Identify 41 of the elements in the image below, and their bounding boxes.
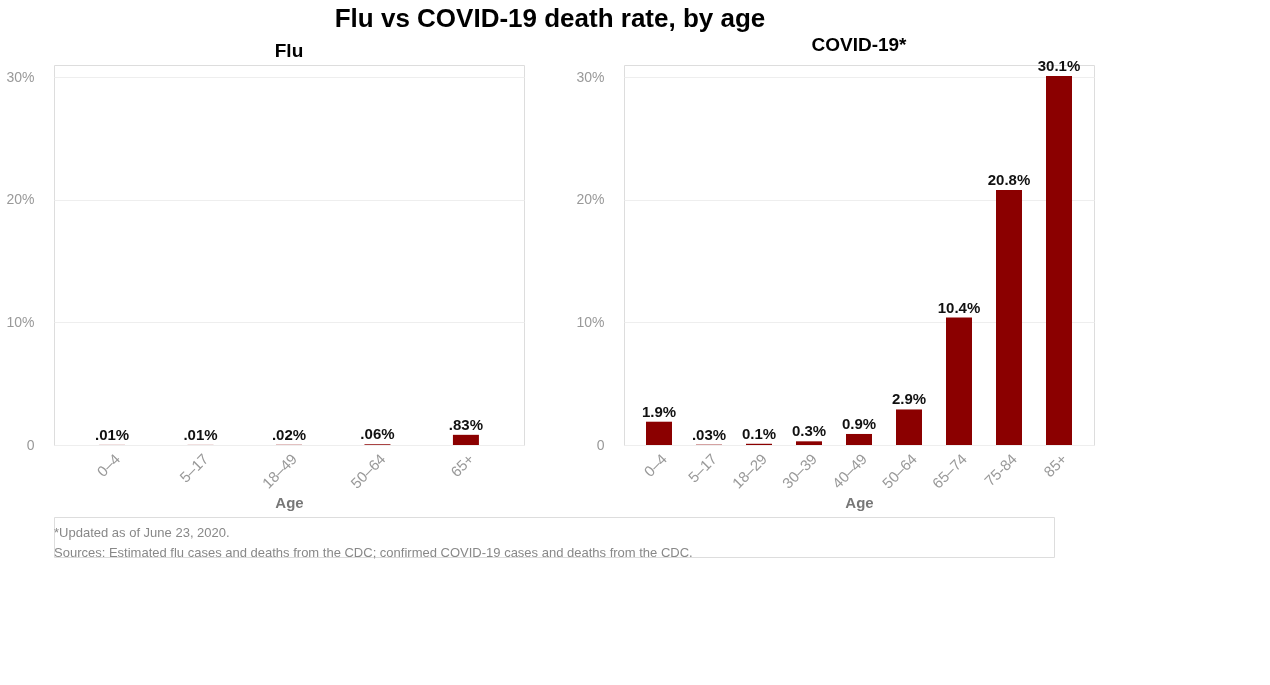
text: 10.4%	[937, 298, 981, 316]
bar	[646, 421, 672, 445]
y-tick-label: 10%	[6, 313, 35, 330]
x-tick-label: 0–4	[93, 450, 124, 480]
bar	[846, 433, 872, 445]
text: 0.1%	[741, 424, 777, 442]
text: .03%	[691, 425, 727, 443]
x-tick-label: 65+	[447, 449, 478, 481]
bar	[996, 190, 1022, 445]
bar	[452, 434, 479, 445]
x-tick-label: 85+	[1040, 449, 1071, 481]
x-axis-title: Age	[275, 493, 304, 511]
chart-subtitle: Flu	[274, 40, 304, 61]
y-tick-label: 20%	[6, 191, 35, 208]
y-tick-label: 20%	[576, 191, 605, 208]
y-tick-label: 30%	[6, 68, 35, 85]
text: 2.9%	[891, 390, 927, 408]
text: .02%	[271, 425, 307, 443]
y-tick-label: 0	[596, 436, 605, 453]
y-tick-label: 10%	[576, 313, 605, 330]
bar	[1046, 76, 1072, 445]
bar	[896, 409, 922, 445]
text: .83%	[448, 415, 484, 433]
y-tick-label: 0	[26, 436, 35, 453]
source-note: Sources: Estimated flu cases and deaths from the CDC; confirmed COVID-19 cases and deaths from the CDC.	[54, 545, 693, 560]
text: .01%	[183, 425, 218, 443]
bar	[796, 441, 822, 445]
x-tick-label: 0–4	[640, 450, 671, 480]
y-tick-label: 30%	[576, 68, 605, 85]
text: *Updated as of June 23, 2020.	[54, 525, 230, 540]
chart-subtitle: COVID-19*	[811, 34, 908, 56]
text: .01%	[94, 425, 130, 443]
chart-title: Flu vs COVID-19 death rate, by age	[334, 2, 766, 33]
text: 20.8%	[987, 171, 1031, 189]
text: 0.3%	[791, 422, 827, 440]
x-axis-title: Age	[845, 493, 874, 511]
text: 1.9%	[641, 402, 677, 420]
text: .06%	[360, 425, 395, 443]
bar	[946, 317, 972, 445]
text: 30.1%	[1037, 57, 1081, 75]
text: 0.9%	[841, 414, 877, 432]
